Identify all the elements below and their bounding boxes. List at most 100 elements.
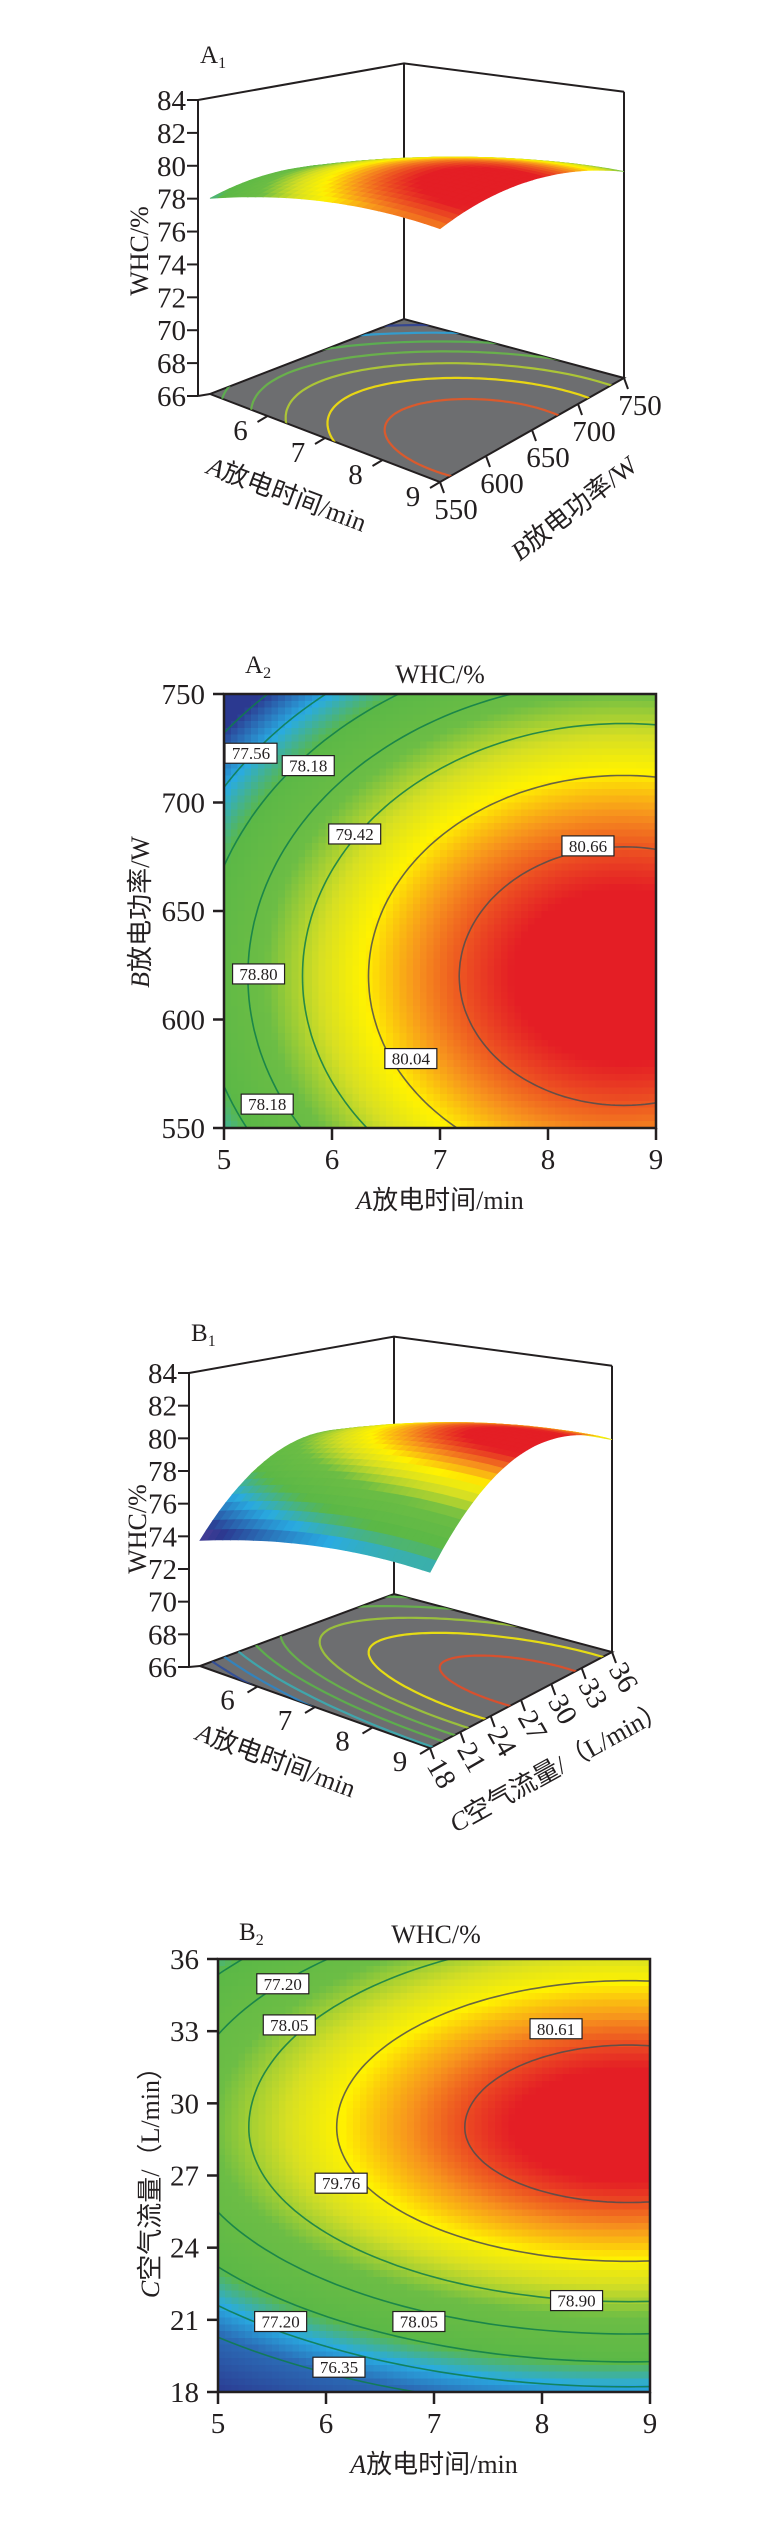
heatmap-cell (514, 816, 522, 824)
heatmap-cell (507, 890, 515, 899)
heatmap-cell (352, 951, 360, 960)
heatmap-cell (305, 741, 313, 749)
heatmap-cell (365, 870, 374, 878)
heatmap-cell (629, 829, 637, 838)
heatmap-cell (548, 870, 556, 878)
heatmap-cell (608, 1087, 617, 1095)
heatmap-cell (386, 775, 394, 783)
heatmap-cell (534, 944, 542, 953)
heatmap-cell (257, 809, 266, 817)
heatmap-cell (244, 1060, 252, 1068)
heatmap-cell (237, 795, 245, 804)
heatmap-cell (433, 788, 441, 797)
heatmap-cell (514, 931, 522, 939)
heatmap-cell (595, 1026, 603, 1034)
heatmap-cell (352, 782, 360, 790)
heatmap-cell (446, 911, 455, 919)
heatmap-cell (473, 958, 482, 966)
heatmap-cell (608, 856, 617, 865)
heatmap-cell (507, 761, 515, 770)
heatmap-cell (615, 775, 623, 783)
heatmap-cell (426, 863, 434, 871)
heatmap-cell (345, 1005, 353, 1014)
heatmap-cell (257, 714, 266, 722)
heatmap-cell (622, 1053, 630, 1061)
heatmap-cell (453, 788, 461, 797)
heatmap-cell (413, 938, 421, 946)
heatmap-cell (494, 999, 502, 1007)
heatmap-cell (257, 1033, 266, 1041)
heatmap-cell (291, 877, 299, 885)
heatmap-cell (440, 965, 448, 973)
heatmap-cell (237, 877, 245, 885)
heatmap-cell (554, 924, 563, 932)
heatmap-cell (413, 809, 421, 817)
heatmap-cell (399, 917, 407, 926)
heatmap-cell (406, 748, 414, 756)
heatmap-cell (507, 924, 515, 932)
heatmap-cell (230, 822, 239, 831)
heatmap-cell (291, 1033, 299, 1041)
heatmap-cell (602, 1005, 610, 1014)
heatmap-cell (413, 911, 421, 919)
heatmap-cell (527, 1039, 536, 1048)
heatmap-cell (581, 904, 590, 912)
heatmap-cell (635, 999, 644, 1007)
heatmap-cell (284, 1073, 293, 1082)
heatmap-cell (264, 809, 272, 817)
heatmap-cell (271, 944, 279, 953)
heatmap-cell (419, 870, 428, 878)
heatmap-cell (548, 802, 556, 810)
heatmap-cell (581, 755, 590, 763)
heatmap-cell (399, 992, 407, 1000)
heatmap-cell (379, 1012, 387, 1021)
heatmap-cell (608, 890, 617, 899)
heatmap-cell (588, 972, 596, 980)
heatmap-cell (338, 761, 347, 770)
heatmap-cell (629, 836, 637, 844)
heatmap-cell (494, 863, 502, 871)
heatmap-cell (602, 1114, 610, 1122)
heatmap-cell (480, 849, 488, 858)
heatmap-cell (446, 1094, 455, 1102)
heatmap-cell (345, 748, 353, 756)
heatmap-cell (257, 721, 266, 729)
heatmap-cell (521, 1012, 529, 1021)
heatmap-cell (514, 897, 522, 905)
heatmap-cell (379, 883, 387, 892)
heatmap-cell (325, 721, 333, 729)
heatmap-cell (278, 924, 286, 932)
heatmap-cell (642, 999, 650, 1007)
heatmap-cell (392, 965, 401, 973)
heatmap-cell (480, 1087, 488, 1095)
heatmap-cell (284, 924, 293, 932)
heatmap-cell (419, 924, 428, 932)
heatmap-cell (460, 978, 468, 987)
heatmap-cell (426, 951, 434, 960)
heatmap-cell (284, 1005, 293, 1014)
heatmap-cell (521, 1019, 529, 1027)
heatmap-cell (615, 1019, 623, 1027)
heatmap-cell (548, 1114, 556, 1122)
heatmap-cell (332, 1060, 340, 1068)
heatmap-cell (325, 809, 333, 817)
heatmap-cell (527, 734, 536, 743)
heatmap-cell (230, 999, 239, 1007)
heatmap-cell (413, 877, 421, 885)
heatmap-cell (365, 768, 374, 776)
heatmap-cell (622, 992, 630, 1000)
heatmap-cell (379, 795, 387, 804)
heatmap-cell (500, 890, 509, 899)
heatmap-cell (615, 870, 623, 878)
heatmap-cell (352, 809, 360, 817)
heatmap-cell (480, 877, 488, 885)
heatmap-cell (595, 1066, 603, 1075)
heatmap-cell (345, 972, 353, 980)
heatmap-cell (419, 741, 428, 749)
heatmap-cell (399, 999, 407, 1007)
heatmap-cell (318, 714, 326, 722)
heatmap-cell (635, 822, 644, 831)
heatmap-cell (521, 944, 529, 953)
heatmap-cell (379, 707, 387, 715)
heatmap-cell (602, 707, 610, 715)
